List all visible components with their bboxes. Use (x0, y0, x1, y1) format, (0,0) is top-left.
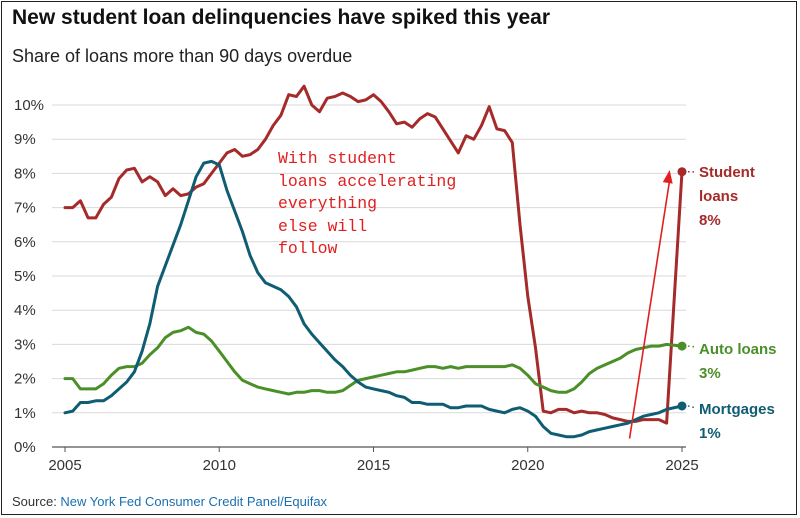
y-tick-label: 7% (14, 200, 36, 217)
y-tick-label: 3% (14, 336, 36, 353)
y-tick-label: 1% (14, 405, 36, 422)
auto-loans-leader-line (687, 345, 697, 348)
series-label-auto-line-1: Auto loans (699, 341, 777, 358)
source-link[interactable]: New York Fed Consumer Credit Panel/Equif… (60, 494, 328, 509)
series-label-auto-loans: Auto loans 3% (699, 338, 777, 386)
y-tick-label: 0% (14, 439, 36, 456)
auto-loans-line (63, 325, 684, 396)
series-label-mortgage-value: 1% (699, 425, 721, 442)
source-prefix: Source: (12, 494, 61, 509)
y-tick-label: 8% (14, 165, 36, 182)
annotation-arrow-shaft (628, 179, 671, 439)
annotation-text: With student loans accelerating everythi… (278, 149, 457, 258)
y-tick-label: 4% (14, 302, 36, 319)
series-label-mortgage-line-1: Mortgages (699, 401, 775, 418)
source-note: Source: New York Fed Consumer Credit Pan… (12, 494, 327, 509)
x-tick-label: 2010 (203, 457, 236, 474)
series-label-student-loans: Student loans 8% (699, 161, 755, 233)
annotation-arrow-head (662, 169, 673, 184)
series-label-auto-value: 3% (699, 365, 721, 382)
series-label-student-line-1: Student (699, 164, 755, 181)
y-tick-label: 9% (14, 131, 36, 148)
series-label-mortgages: Mortgages 1% (699, 398, 775, 446)
x-tick-label: 2025 (665, 457, 698, 474)
y-tick-label: 2% (14, 371, 36, 388)
chart-subtitle: Share of loans more than 90 days overdue (12, 46, 353, 66)
y-tick-label: 6% (14, 234, 36, 251)
y-tick-label: 10% (14, 97, 44, 114)
mortgages-line (63, 159, 684, 439)
series-label-student-value: 8% (699, 212, 721, 229)
mortgages-leader-line (687, 405, 697, 409)
chart-title: New student loan delinquencies have spik… (12, 6, 550, 29)
x-tick-label: 2015 (357, 457, 390, 474)
student-loans-line (63, 84, 684, 425)
y-tick-label: 5% (14, 268, 36, 285)
student-loans-end-marker (677, 167, 687, 177)
mortgages-end-marker (677, 401, 687, 411)
x-tick-label: 2020 (511, 457, 544, 474)
series-label-student-line-2: loans (699, 188, 739, 205)
auto-loans-end-marker (677, 341, 687, 351)
x-tick-label: 2005 (48, 457, 81, 474)
